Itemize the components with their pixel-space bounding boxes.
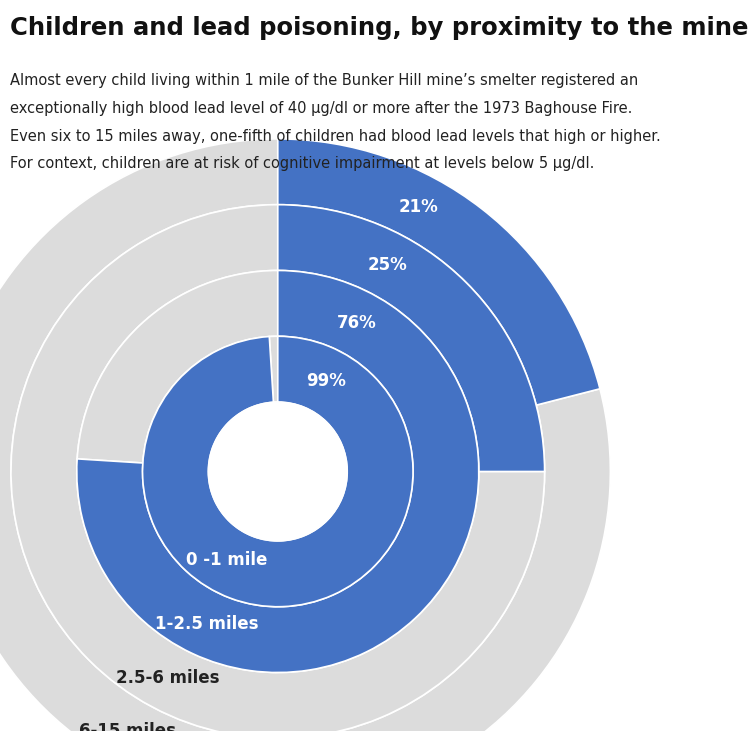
Text: Children and lead poisoning, by proximity to the mine: Children and lead poisoning, by proximit…: [10, 16, 748, 40]
Text: 1-2.5 miles: 1-2.5 miles: [155, 615, 259, 633]
Wedge shape: [77, 270, 479, 673]
Text: 21%: 21%: [399, 198, 438, 216]
Text: 76%: 76%: [337, 314, 376, 332]
Text: Even six to 15 miles away, one-fifth of children had blood lead levels that high: Even six to 15 miles away, one-fifth of …: [10, 129, 661, 144]
Text: For context, children are at risk of cognitive impairment at levels below 5 μg/d: For context, children are at risk of cog…: [10, 156, 594, 172]
Text: Almost every child living within 1 mile of the Bunker Hill mine’s smelter regist: Almost every child living within 1 mile …: [10, 73, 638, 88]
Wedge shape: [11, 205, 544, 731]
Circle shape: [208, 402, 348, 541]
Text: 6-15 miles: 6-15 miles: [79, 722, 176, 731]
Text: 2.5-6 miles: 2.5-6 miles: [116, 669, 219, 687]
Wedge shape: [277, 205, 544, 471]
Text: exceptionally high blood lead level of 40 μg/dl or more after the 1973 Baghouse : exceptionally high blood lead level of 4…: [10, 101, 632, 116]
Text: 99%: 99%: [306, 372, 346, 390]
Wedge shape: [0, 139, 611, 731]
Wedge shape: [77, 270, 277, 463]
Wedge shape: [277, 139, 600, 405]
Wedge shape: [143, 336, 413, 607]
Text: 0 -1 mile: 0 -1 mile: [186, 551, 268, 569]
Wedge shape: [269, 336, 277, 402]
Text: 25%: 25%: [368, 256, 407, 274]
